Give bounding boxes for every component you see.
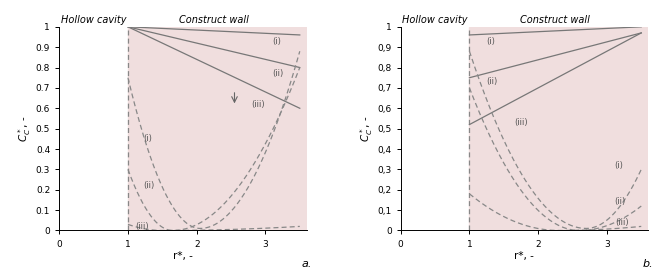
Text: Construct wall: Construct wall (520, 15, 590, 25)
Y-axis label: $C_C^*$, -: $C_C^*$, - (16, 115, 33, 142)
Text: (iii): (iii) (251, 100, 265, 109)
Text: Hollow cavity: Hollow cavity (61, 15, 126, 25)
Text: Construct wall: Construct wall (179, 15, 249, 25)
Bar (128, 27, 307, 230)
Bar (401, 27, 469, 230)
Text: (iii): (iii) (135, 222, 149, 231)
Text: (i): (i) (487, 36, 495, 46)
Text: (i): (i) (143, 134, 152, 143)
X-axis label: r*, -: r*, - (515, 251, 534, 261)
Y-axis label: $C_C^*$, -: $C_C^*$, - (358, 115, 374, 142)
Text: (iii): (iii) (615, 218, 629, 227)
Text: b.: b. (642, 259, 653, 268)
Bar (469, 27, 648, 230)
Text: (i): (i) (614, 161, 622, 170)
Text: (ii): (ii) (487, 77, 498, 86)
X-axis label: r*, -: r*, - (173, 251, 193, 261)
Text: (iii): (iii) (514, 118, 528, 127)
Text: (i): (i) (272, 36, 281, 46)
Text: Hollow cavity: Hollow cavity (402, 15, 468, 25)
Text: (ii): (ii) (614, 198, 625, 206)
Text: (ii): (ii) (272, 69, 284, 78)
Text: (ii): (ii) (143, 181, 155, 190)
Bar (59, 27, 128, 230)
Text: a.: a. (301, 259, 312, 268)
